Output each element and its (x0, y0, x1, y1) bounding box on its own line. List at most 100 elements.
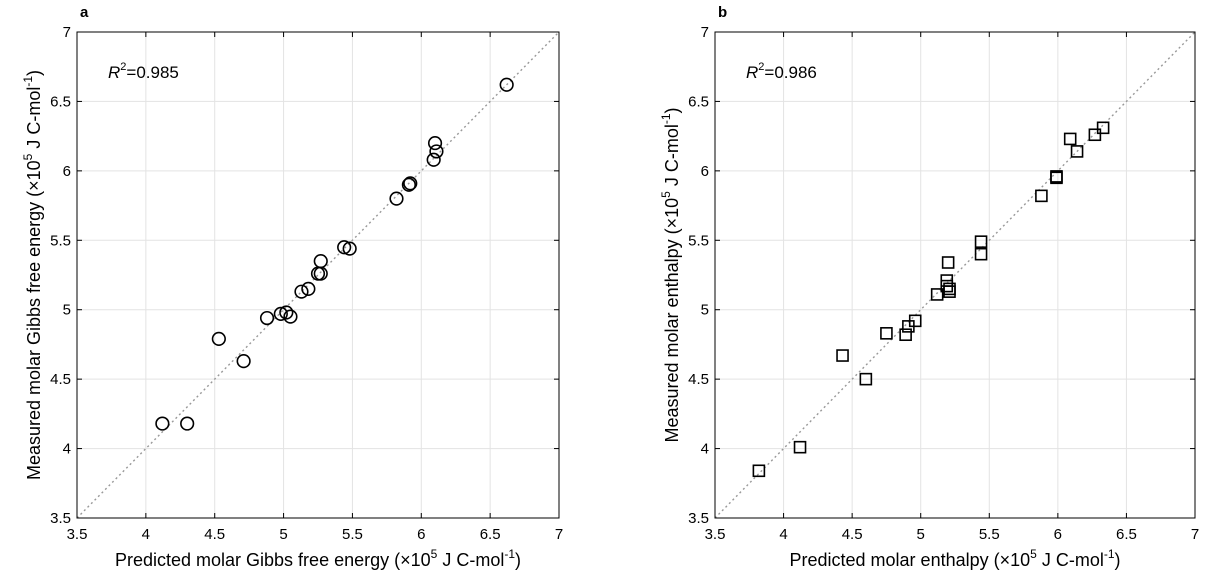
panel-a-xlabel-unit: J C-mol (437, 550, 504, 570)
panel-a-data-point (283, 309, 298, 324)
panel-a-ytick-label: 6 (63, 163, 71, 180)
panel-a-identity-line (76, 31, 560, 519)
panel-a-data-point (313, 266, 328, 281)
panel-a-xtick-label: 7 (555, 526, 563, 543)
panel-a-data-point (301, 281, 316, 296)
panel-a-data-point (236, 353, 251, 369)
panel-b-ylabel-unit-exp: -1 (659, 113, 673, 124)
panel-b-data-point (943, 282, 956, 296)
panel-b-ytick-label: 3.5 (688, 510, 709, 527)
panel-b-ylabel-exp: 5 (659, 191, 673, 198)
panel-b-xtick-label: 5 (917, 526, 925, 543)
panel-b-data-point (930, 288, 944, 301)
panel-b-r2-value: =0.986 (764, 63, 816, 82)
panel-a-data-point (180, 416, 195, 431)
panel-b-identity-line (714, 31, 1196, 519)
panel-b-axes-frame (714, 31, 1196, 519)
panel-a-xlabel-unit-exp: -1 (504, 547, 515, 561)
panel-a-ylabel-unit: J C-mol (24, 87, 44, 154)
panel-b-ylabel-unit: J C-mol (662, 124, 682, 191)
panel-b-xlabel-exp: 5 (1030, 547, 1037, 561)
panel-a-r2-symbol: R (108, 63, 120, 82)
panel-b-letter: b (718, 4, 727, 21)
panel-b-xtick-label: 7 (1191, 526, 1199, 543)
panel-b-xtick-label: 4.5 (842, 526, 863, 543)
panel-b-ylabel-main: Measured molar enthalpy (×10 (662, 198, 682, 443)
panel-b-data-point (1070, 145, 1084, 158)
panel-a-data-point (313, 254, 328, 269)
panel-b-data-point (941, 256, 955, 269)
panel-b-xlabel-unit: J C-mol (1037, 550, 1104, 570)
panel-b-data-point (859, 372, 873, 386)
panel-a-data-point (389, 191, 404, 206)
panel-b-ytick-label: 6 (701, 163, 709, 180)
panel-a-data-point (259, 310, 275, 326)
panel-b-ylabel-close: ) (662, 108, 682, 114)
panel-a-data-point (279, 305, 294, 320)
panel-a-data-point (211, 331, 226, 346)
panel-b-data-point (1088, 128, 1102, 142)
panel-a-data-point (337, 240, 352, 255)
panel-b-r2-annotation: R2=0.986 (746, 61, 817, 82)
panel-b-xlabel-close: ) (1115, 550, 1121, 570)
panel-b-data-point (899, 328, 912, 342)
panel-a-ylabel-exp: 5 (21, 153, 35, 160)
panel-b-data-point (752, 464, 766, 478)
panel-a-data-point (155, 416, 170, 431)
panel-a-xtick-label: 3.5 (67, 526, 88, 543)
panel-a-data-point (310, 266, 326, 281)
panel-a-xtick-label: 4 (142, 526, 150, 543)
panel-a-ytick-label: 3.5 (50, 510, 71, 527)
panel-a-ytick-label: 6.5 (50, 93, 71, 110)
panel-b-xtick-label: 3.5 (705, 526, 726, 543)
panel-a-ylabel-close: ) (24, 70, 44, 76)
panel-b-data-point (974, 235, 988, 248)
panel-a-data-point (273, 306, 288, 321)
panel-b-r2-symbol: R (746, 63, 758, 82)
panel-a-data-point (294, 284, 309, 299)
panel-b-xlabel-main: Predicted molar enthalpy (×10 (790, 550, 1031, 570)
panel-b-ytick-label: 5 (701, 302, 709, 319)
panel-b: 3.5 4 4.5 5 5.5 6 6.5 73.544.555.566.57bR2=0.98… (659, 4, 1199, 570)
panel-a: 3.5 4 4.5 5 5.5 6 6.5 73.544.555.566.57aR2=0.98… (21, 4, 563, 570)
panel-b-y-axis-label: Measured molar enthalpy (×105 J C-mol-1) (659, 108, 682, 443)
panel-a-xlabel-main: Predicted molar Gibbs free energy (×10 (115, 550, 431, 570)
panel-a-data-point (499, 77, 514, 92)
panel-a-r2-exponent: 2 (120, 61, 126, 73)
panel-a-ytick-label: 4 (63, 441, 71, 458)
panel-b-xlabel-unit-exp: -1 (1104, 547, 1115, 561)
panel-a-ytick-label: 4.5 (50, 371, 71, 388)
panel-a-data-point (401, 177, 416, 192)
panel-b-data-point (1063, 132, 1077, 146)
panel-a-xlabel-close: ) (515, 550, 521, 570)
panel-a-y-axis-label: Measured molar Gibbs free energy (×105 J… (21, 70, 44, 480)
panel-a-xtick-label: 6.5 (480, 526, 501, 543)
panel-b-ytick-label: 4.5 (688, 371, 709, 388)
panel-b-ytick-label: 7 (701, 24, 709, 41)
panel-a-data-point (426, 152, 441, 167)
panel-b-data-point (1096, 121, 1110, 135)
panel-b-data-point (836, 349, 849, 362)
panel-b-ytick-label: 4 (701, 441, 709, 458)
panel-a-r2-annotation: R2=0.985 (108, 61, 179, 82)
panel-b-data-point (943, 285, 956, 298)
panel-b-data-point (974, 247, 988, 261)
panel-b-xtick-label: 4 (779, 526, 787, 543)
panel-b-xtick-label: 5.5 (979, 526, 1000, 543)
panel-a-ytick-label: 7 (63, 24, 71, 41)
panel-a-data-point (342, 241, 357, 256)
panel-a-axes-frame (76, 31, 560, 519)
panel-b-ytick-label: 5.5 (688, 232, 709, 249)
panel-b-data-point (1035, 189, 1048, 203)
panel-a-letter: a (80, 4, 89, 21)
panel-a-data-point (427, 135, 443, 151)
panel-b-x-axis-label: Predicted molar enthalpy (×105 J C-mol-1… (790, 547, 1121, 570)
panel-a-xtick-label: 6 (417, 526, 425, 543)
panel-b-data-point (908, 314, 922, 328)
panel-b-data-point (880, 327, 893, 340)
panel-a-xlabel-exp: 5 (431, 547, 438, 561)
panel-a-ylabel-main: Measured molar Gibbs free energy (×10 (24, 160, 44, 480)
panel-a-x-axis-label: Predicted molar Gibbs free energy (×105 … (115, 547, 521, 570)
panel-a-xtick-label: 5.5 (342, 526, 363, 543)
